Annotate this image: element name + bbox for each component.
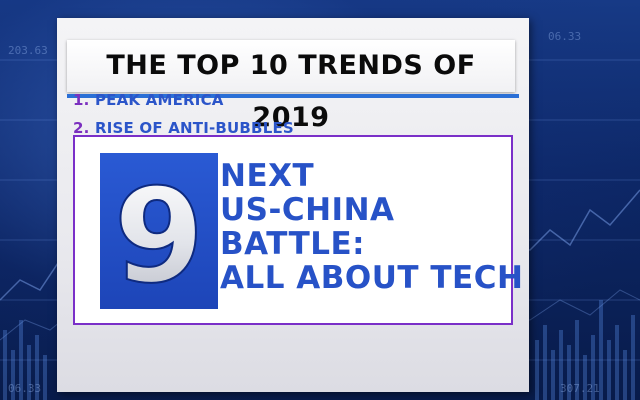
ticker-value: 06.33 (8, 382, 42, 395)
list-item-number: 2. (73, 119, 90, 137)
title-banner: THE TOP 10 TRENDS OF 2019 (67, 40, 515, 133)
ticker-value: 203.63 (8, 44, 48, 57)
ticker-value: 06.33 (548, 30, 582, 43)
headline-line: NEXT (220, 158, 315, 194)
ticker-value: 307.21 (560, 382, 600, 395)
list-item: 2. RISE OF ANTI-BUBBLES (73, 119, 294, 137)
featured-trend-headline: NEXT US-CHINA BATTLE: ALL ABOUT TECH (220, 158, 524, 296)
title-underline (67, 94, 519, 98)
card-title: THE TOP 10 TRENDS OF 2019 (106, 50, 476, 133)
list-item-label: RISE OF ANTI-BUBBLES (94, 119, 294, 137)
headline-line: BATTLE: (220, 226, 366, 262)
list-item: 1. PEAK AMERICA (73, 91, 224, 109)
rank-badge: 9 (100, 153, 218, 309)
rank-number-graphic: 9 (113, 159, 205, 309)
rank-number: 9 (114, 160, 204, 309)
featured-trend-panel: 9 NEXT US-CHINA BATTLE: ALL ABOUT TECH (73, 135, 523, 325)
list-item-number: 1. (73, 91, 90, 109)
trends-card: THE TOP 10 TRENDS OF 2019 1. PEAK AMERIC… (57, 18, 529, 392)
headline-line: US-CHINA (220, 192, 395, 228)
list-item-label: PEAK AMERICA (94, 91, 224, 109)
headline-line: ALL ABOUT TECH (220, 260, 524, 296)
